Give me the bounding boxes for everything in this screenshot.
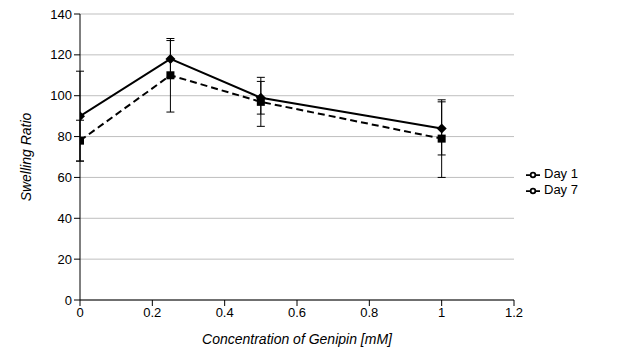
html-text:Day 7: Day 7 (544, 182, 578, 197)
svg-text:1: 1 (438, 305, 445, 320)
svg-text:80: 80 (58, 129, 72, 144)
svg-text:100: 100 (50, 88, 72, 103)
svg-text:0.6: 0.6 (288, 305, 306, 320)
svg-text:0.2: 0.2 (143, 305, 161, 320)
svg-text:0.4: 0.4 (216, 305, 234, 320)
svg-text:20: 20 (58, 252, 72, 267)
svg-text:Swelling Ratio: Swelling Ratio (18, 112, 34, 201)
svg-text:140: 140 (50, 8, 72, 22)
svg-text:0: 0 (65, 293, 72, 308)
html-text:Day 1: Day 1 (544, 166, 578, 182)
svg-text:0.8: 0.8 (360, 305, 378, 320)
svg-text:60: 60 (58, 170, 72, 185)
svg-text:120: 120 (50, 47, 72, 62)
svg-text:1.2: 1.2 (505, 305, 523, 320)
svg-text:Concentration of Genipin [mM]: Concentration of Genipin [mM] (202, 331, 393, 347)
svg-text:40: 40 (58, 211, 72, 226)
svg-text:0: 0 (76, 305, 83, 320)
